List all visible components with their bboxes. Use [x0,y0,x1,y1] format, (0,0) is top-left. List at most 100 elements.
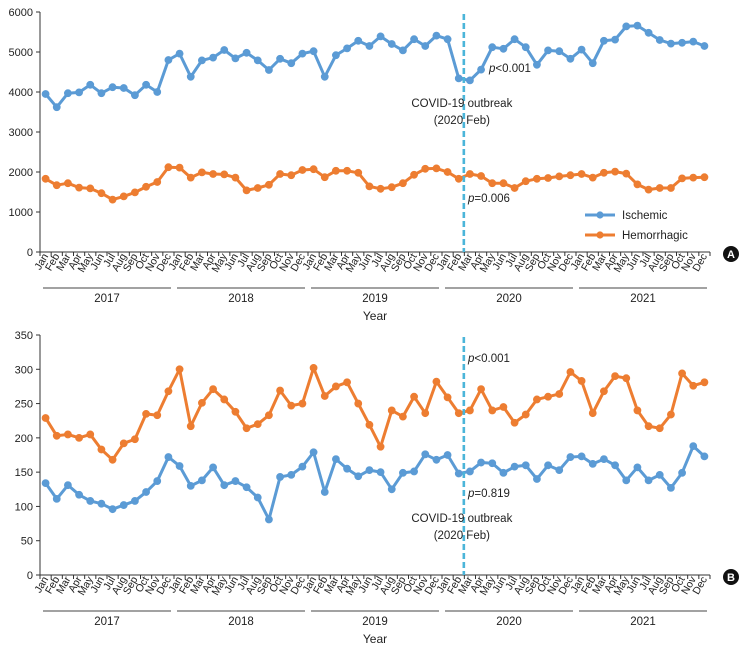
data-point [265,180,273,189]
data-point [131,188,139,197]
data-point [220,170,229,179]
data-point [86,184,95,193]
data-point [242,483,251,492]
data-point [633,21,642,30]
p-value-label: p<0.001 [488,63,531,75]
y-tick-label: 50 [21,536,33,548]
data-point [186,72,195,81]
data-point [600,36,608,45]
data-point [64,179,72,188]
y-tick-label: 6000 [9,7,33,19]
data-point [466,76,474,85]
y-tick-label: 350 [15,330,33,342]
data-point [544,461,552,470]
data-point [387,40,396,48]
series-ischemic [41,442,709,524]
data-point [521,461,530,470]
year-label: 2018 [228,616,254,628]
data-point [510,462,519,471]
data-point [332,51,340,60]
data-point [365,466,374,474]
data-point [198,168,206,177]
data-point [667,184,675,192]
data-point [309,448,318,457]
data-point [622,22,631,31]
data-point [209,53,217,62]
data-point [86,497,95,505]
data-point [86,430,95,439]
data-point [622,476,631,485]
data-point [611,167,619,176]
month-label: Jul [637,252,654,270]
data-point [566,171,575,180]
data-point [75,88,83,97]
data-point [64,481,72,490]
data-point [555,47,564,56]
data-point [376,468,385,477]
data-point [510,184,519,192]
data-point [108,505,117,514]
data-point [320,392,329,400]
data-point [678,38,686,47]
data-point [253,420,262,429]
data-point [477,385,485,394]
data-point [410,467,418,476]
data-point [410,35,418,44]
data-point [320,488,329,496]
y-tick-label: 100 [15,501,33,513]
data-point [421,42,430,50]
data-point [488,459,497,468]
data-point [611,372,619,381]
panel-letter: B [727,572,735,584]
data-point [454,174,463,183]
data-point [265,411,273,420]
data-point [655,184,664,192]
data-point [231,54,240,63]
data-point [667,410,675,419]
outbreak-label: COVID-19 outbreak [411,513,512,525]
data-point [231,407,240,416]
data-point [287,171,296,180]
year-label: 2020 [496,616,522,628]
data-point [477,65,485,74]
data-point [343,166,351,175]
data-point [521,410,530,419]
data-point [700,173,709,182]
data-point [700,378,709,387]
data-point [164,387,173,396]
data-point [164,453,173,461]
data-point [510,35,519,44]
data-point [52,103,61,112]
y-tick-label: 250 [15,399,33,411]
data-point [332,455,340,464]
y-tick-label: 1000 [9,207,33,219]
data-point [253,493,262,502]
data-point [644,185,653,194]
data-point [153,88,162,96]
data-point [242,48,251,57]
data-point [309,364,318,372]
y-tick-label: 4000 [9,87,33,99]
data-point [220,395,229,404]
year-label: 2019 [362,293,388,305]
data-point [298,462,307,471]
data-point [309,47,318,56]
data-point [399,468,407,477]
data-point [611,35,619,44]
panel-badge [723,569,739,585]
data-point [432,164,441,173]
data-point [220,46,229,54]
data-point [387,485,396,494]
data-point [600,455,608,464]
data-point [354,168,363,177]
data-point [41,414,50,422]
data-point [432,31,441,40]
year-label: 2020 [496,293,522,305]
data-point [108,455,117,464]
data-point [75,490,83,499]
data-point [421,409,430,418]
data-point [644,422,653,431]
data-point [488,43,497,52]
data-point [544,392,552,401]
data-point [577,45,586,54]
